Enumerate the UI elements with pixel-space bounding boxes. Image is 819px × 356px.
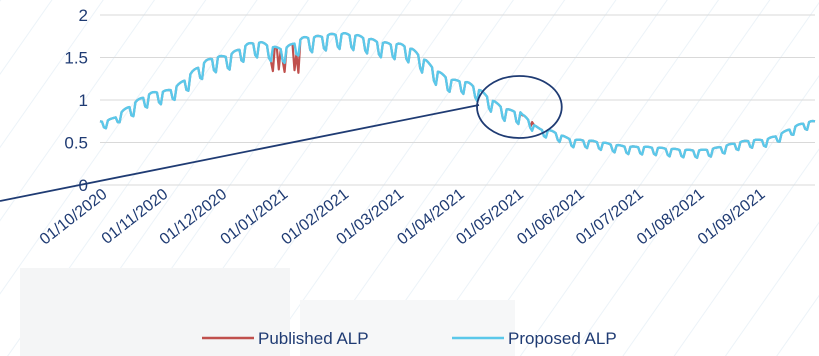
y-tick-label: 1.5 [64, 49, 88, 68]
watermark-panel [20, 268, 290, 356]
legend-label: Proposed ALP [508, 329, 617, 348]
y-tick-label: 2 [79, 6, 88, 25]
legend: Published ALP Proposed ALP [202, 329, 617, 348]
y-tick-label: 0.5 [64, 134, 88, 153]
legend-label: Published ALP [258, 329, 369, 348]
series-lines [99, 32, 816, 159]
annotation-pointer-line [0, 104, 480, 202]
y-tick-label: 0 [79, 176, 88, 195]
watermark-panel-2 [300, 300, 515, 356]
highlight-ellipse [476, 75, 563, 139]
y-tick-label: 1 [79, 91, 88, 110]
annotation [0, 75, 563, 202]
y-axis-ticks: 0 0.5 1 1.5 2 [64, 6, 88, 195]
proposed-alp-line [99, 32, 816, 159]
